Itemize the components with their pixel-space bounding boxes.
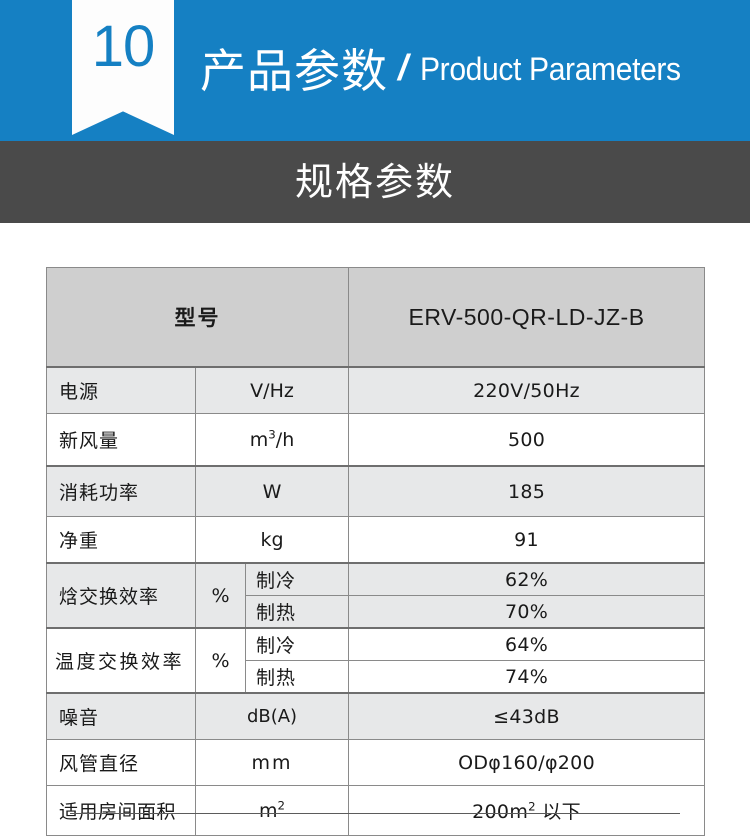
table-row: 适用房间面积 m2 200m2 以下 bbox=[46, 785, 706, 836]
hero-title-group: 产品参数 / Product Parameters bbox=[200, 0, 697, 141]
row-value-temperature-cooling: 64% bbox=[348, 627, 706, 661]
table-header-model-label: 型号 bbox=[45, 267, 350, 368]
row-label-power-supply: 电源 bbox=[46, 366, 196, 414]
row-unit-noise: dB(A) bbox=[194, 692, 350, 740]
row-value-net-weight: 91 bbox=[348, 516, 706, 564]
row-sublabel-enthalpy-cooling: 制冷 bbox=[244, 562, 350, 596]
row-value-enthalpy-cooling: 62% bbox=[348, 562, 706, 596]
table-row: 制热 70% bbox=[47, 595, 706, 629]
row-value-temperature-heating: 74% bbox=[348, 660, 706, 694]
table-row: 制热 74% bbox=[47, 660, 706, 694]
row-value-applicable-room-area: 200m2 以下 bbox=[348, 785, 706, 836]
table-row: 焓交换效率 % 制冷 62% bbox=[46, 562, 706, 629]
table-header-model-value: ERV-500-QR-LD-JZ-B bbox=[348, 267, 706, 368]
value-base: 200m bbox=[472, 801, 529, 823]
hero-banner-inner: 10 产品参数 / Product Parameters bbox=[0, 0, 750, 141]
row-sublabel-temperature-heating: 制热 bbox=[244, 660, 350, 694]
row-sublabel-enthalpy-heating: 制热 bbox=[244, 595, 350, 629]
row-sublabel-temperature-cooling: 制冷 bbox=[244, 627, 350, 661]
row-value-duct-diameter: ODφ160/φ200 bbox=[348, 739, 706, 786]
row-unit-enthalpy-efficiency: % bbox=[195, 562, 246, 629]
table-row: 噪音 dB(A) ≤43dB bbox=[46, 692, 706, 740]
footer-divider-rule bbox=[70, 813, 680, 814]
unit-base: m bbox=[249, 428, 269, 451]
hero-title-english: Product Parameters bbox=[420, 50, 681, 87]
row-value-power-consumption: 185 bbox=[348, 465, 706, 517]
row-unit-applicable-room-area: m2 bbox=[194, 785, 350, 836]
table-row: 温度交换效率 % 制冷 64% bbox=[46, 627, 706, 694]
spec-table: 型号 ERV-500-QR-LD-JZ-B 电源 V/Hz 220V/50Hz … bbox=[45, 267, 706, 836]
row-label-air-volume: 新风量 bbox=[46, 413, 196, 467]
row-label-temperature-efficiency: 温度交换效率 bbox=[46, 627, 196, 694]
unit-tail: /h bbox=[275, 428, 295, 451]
row-label-applicable-room-area: 适用房间面积 bbox=[46, 785, 196, 836]
row-label-power-consumption: 消耗功率 bbox=[46, 465, 196, 517]
hero-title-separator: / bbox=[398, 46, 409, 88]
table-header-row: 型号 ERV-500-QR-LD-JZ-B bbox=[45, 267, 706, 368]
spec-table-container: 型号 ERV-500-QR-LD-JZ-B 电源 V/Hz 220V/50Hz … bbox=[45, 267, 706, 836]
table-row: 风管直径 mm ODφ160/φ200 bbox=[46, 739, 706, 786]
row-value-enthalpy-heating: 70% bbox=[348, 595, 706, 629]
table-row: 电源 V/Hz 220V/50Hz bbox=[46, 366, 706, 414]
unit-exponent: 3 bbox=[268, 427, 276, 442]
ribbon-bookmark: 10 bbox=[72, 0, 174, 135]
unit-exponent: 2 bbox=[277, 798, 286, 813]
row-label-enthalpy-efficiency: 焓交换效率 bbox=[46, 562, 196, 629]
value-tail: 以下 bbox=[535, 801, 581, 823]
row-value-air-volume: 500 bbox=[348, 413, 706, 467]
row-label-net-weight: 净重 bbox=[46, 516, 196, 564]
row-unit-power-supply: V/Hz bbox=[194, 366, 350, 414]
row-unit-temperature-efficiency: % bbox=[195, 627, 246, 694]
row-unit-duct-diameter: mm bbox=[194, 739, 350, 786]
unit-base: m bbox=[259, 799, 278, 822]
row-label-duct-diameter: 风管直径 bbox=[46, 739, 196, 786]
table-row: 净重 kg 91 bbox=[46, 516, 706, 564]
value-exponent: 2 bbox=[528, 799, 536, 814]
table-row: 消耗功率 W 185 bbox=[46, 465, 706, 517]
row-unit-power-consumption: W bbox=[194, 465, 350, 517]
table-row: 新风量 m3/h 500 bbox=[46, 413, 706, 467]
section-subtitle-text: 规格参数 bbox=[294, 160, 455, 204]
row-value-noise: ≤43dB bbox=[348, 692, 706, 740]
ribbon-number: 10 bbox=[91, 14, 156, 79]
hero-banner: 10 产品参数 / Product Parameters bbox=[0, 0, 750, 141]
row-unit-air-volume: m3/h bbox=[194, 413, 350, 467]
row-unit-net-weight: kg bbox=[194, 516, 350, 564]
row-label-noise: 噪音 bbox=[46, 692, 196, 740]
hero-title-chinese: 产品参数 bbox=[200, 43, 388, 98]
row-value-power-supply: 220V/50Hz bbox=[348, 366, 706, 414]
section-subtitle-band: 规格参数 bbox=[0, 141, 750, 223]
